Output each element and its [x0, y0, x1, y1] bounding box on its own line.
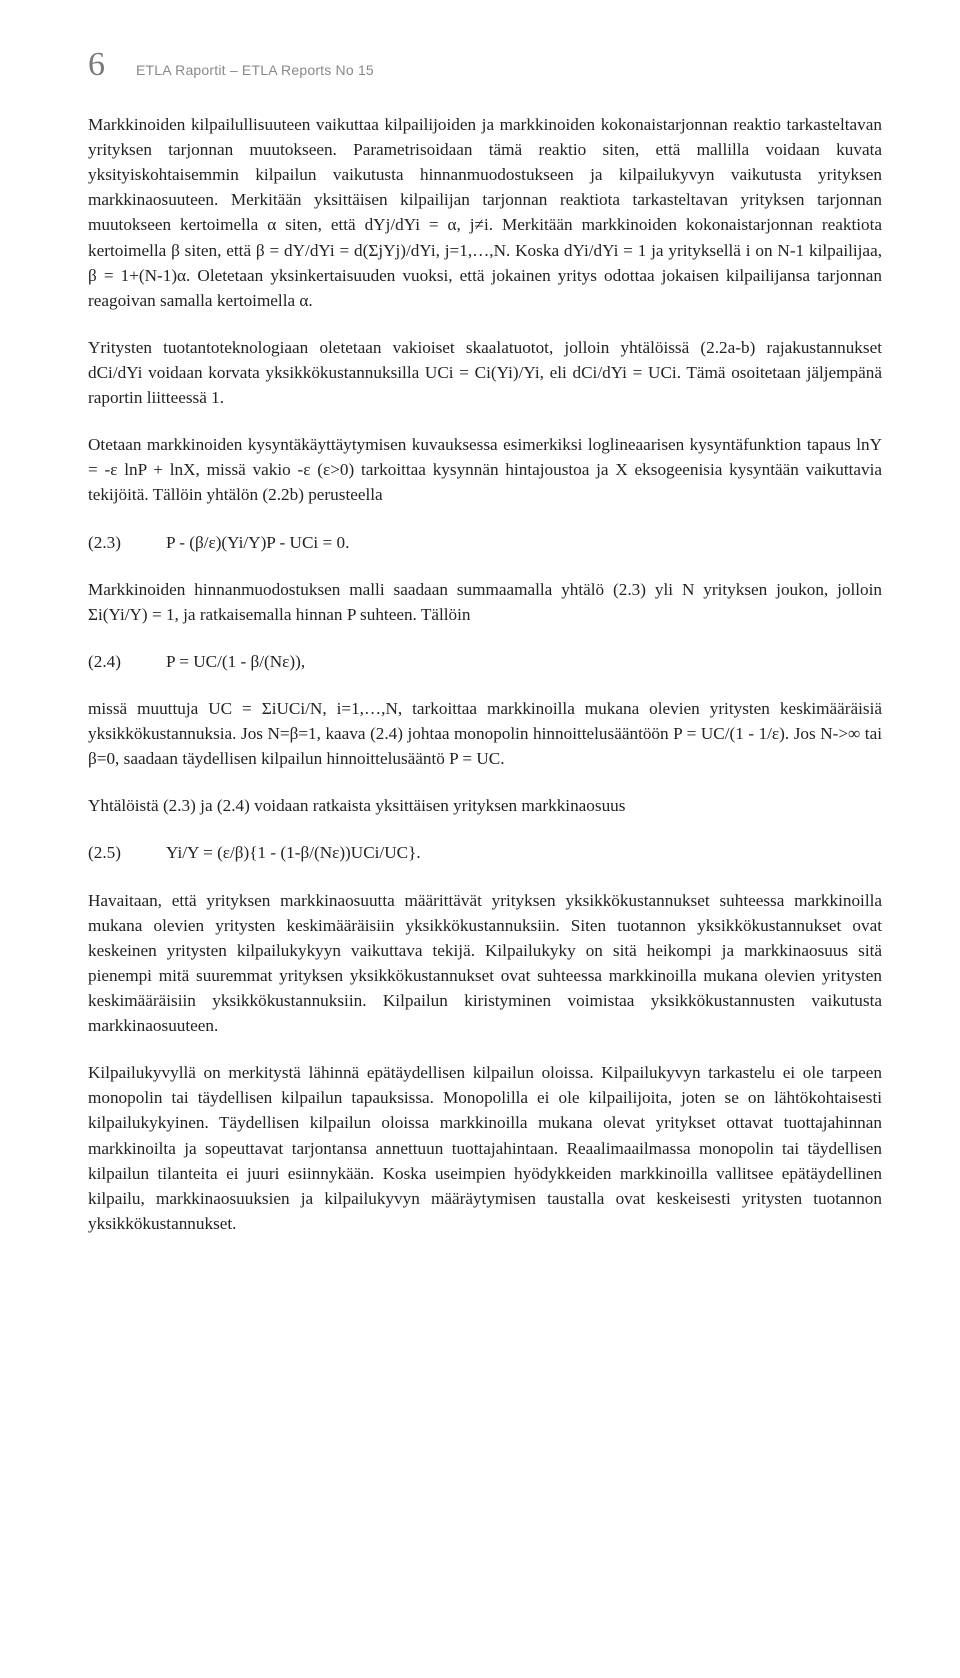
body-paragraph: Yritysten tuotantoteknologiaan oletetaan… — [88, 335, 882, 410]
equation-body: P = UC/(1 - β/(Nε)), — [166, 649, 882, 674]
page-number: 6 — [88, 46, 130, 84]
equation-label: (2.3) — [88, 530, 166, 555]
report-series-title: ETLA Raportit – ETLA Reports No 15 — [136, 62, 374, 78]
equation-body: Yi/Y = (ε/β){1 - (1-β/(Nε))UCi/UC}. — [166, 840, 882, 865]
body-paragraph: Kilpailukyvyllä on merkitystä lähinnä ep… — [88, 1060, 882, 1236]
body-paragraph: Havaitaan, että yrityksen markkinaosuutt… — [88, 888, 882, 1039]
body-paragraph: missä muuttuja UC = ΣiUCi/N, i=1,…,N, ta… — [88, 696, 882, 771]
body-paragraph: Markkinoiden kilpailullisuuteen vaikutta… — [88, 112, 882, 313]
equation-label: (2.5) — [88, 840, 166, 865]
body-paragraph: Yhtälöistä (2.3) ja (2.4) voidaan ratkai… — [88, 793, 882, 818]
equation-body: P - (β/ε)(Yi/Y)P - UCi = 0. — [166, 530, 882, 555]
equation-row: (2.4) P = UC/(1 - β/(Nε)), — [88, 649, 882, 674]
equation-row: (2.3) P - (β/ε)(Yi/Y)P - UCi = 0. — [88, 530, 882, 555]
equation-row: (2.5) Yi/Y = (ε/β){1 - (1-β/(Nε))UCi/UC}… — [88, 840, 882, 865]
equation-label: (2.4) — [88, 649, 166, 674]
page-header: 6 ETLA Raportit – ETLA Reports No 15 — [88, 46, 882, 84]
body-paragraph: Markkinoiden hinnanmuodostuksen malli sa… — [88, 577, 882, 627]
document-page: 6 ETLA Raportit – ETLA Reports No 15 Mar… — [0, 0, 960, 1318]
body-paragraph: Otetaan markkinoiden kysyntäkäyttäytymis… — [88, 432, 882, 507]
